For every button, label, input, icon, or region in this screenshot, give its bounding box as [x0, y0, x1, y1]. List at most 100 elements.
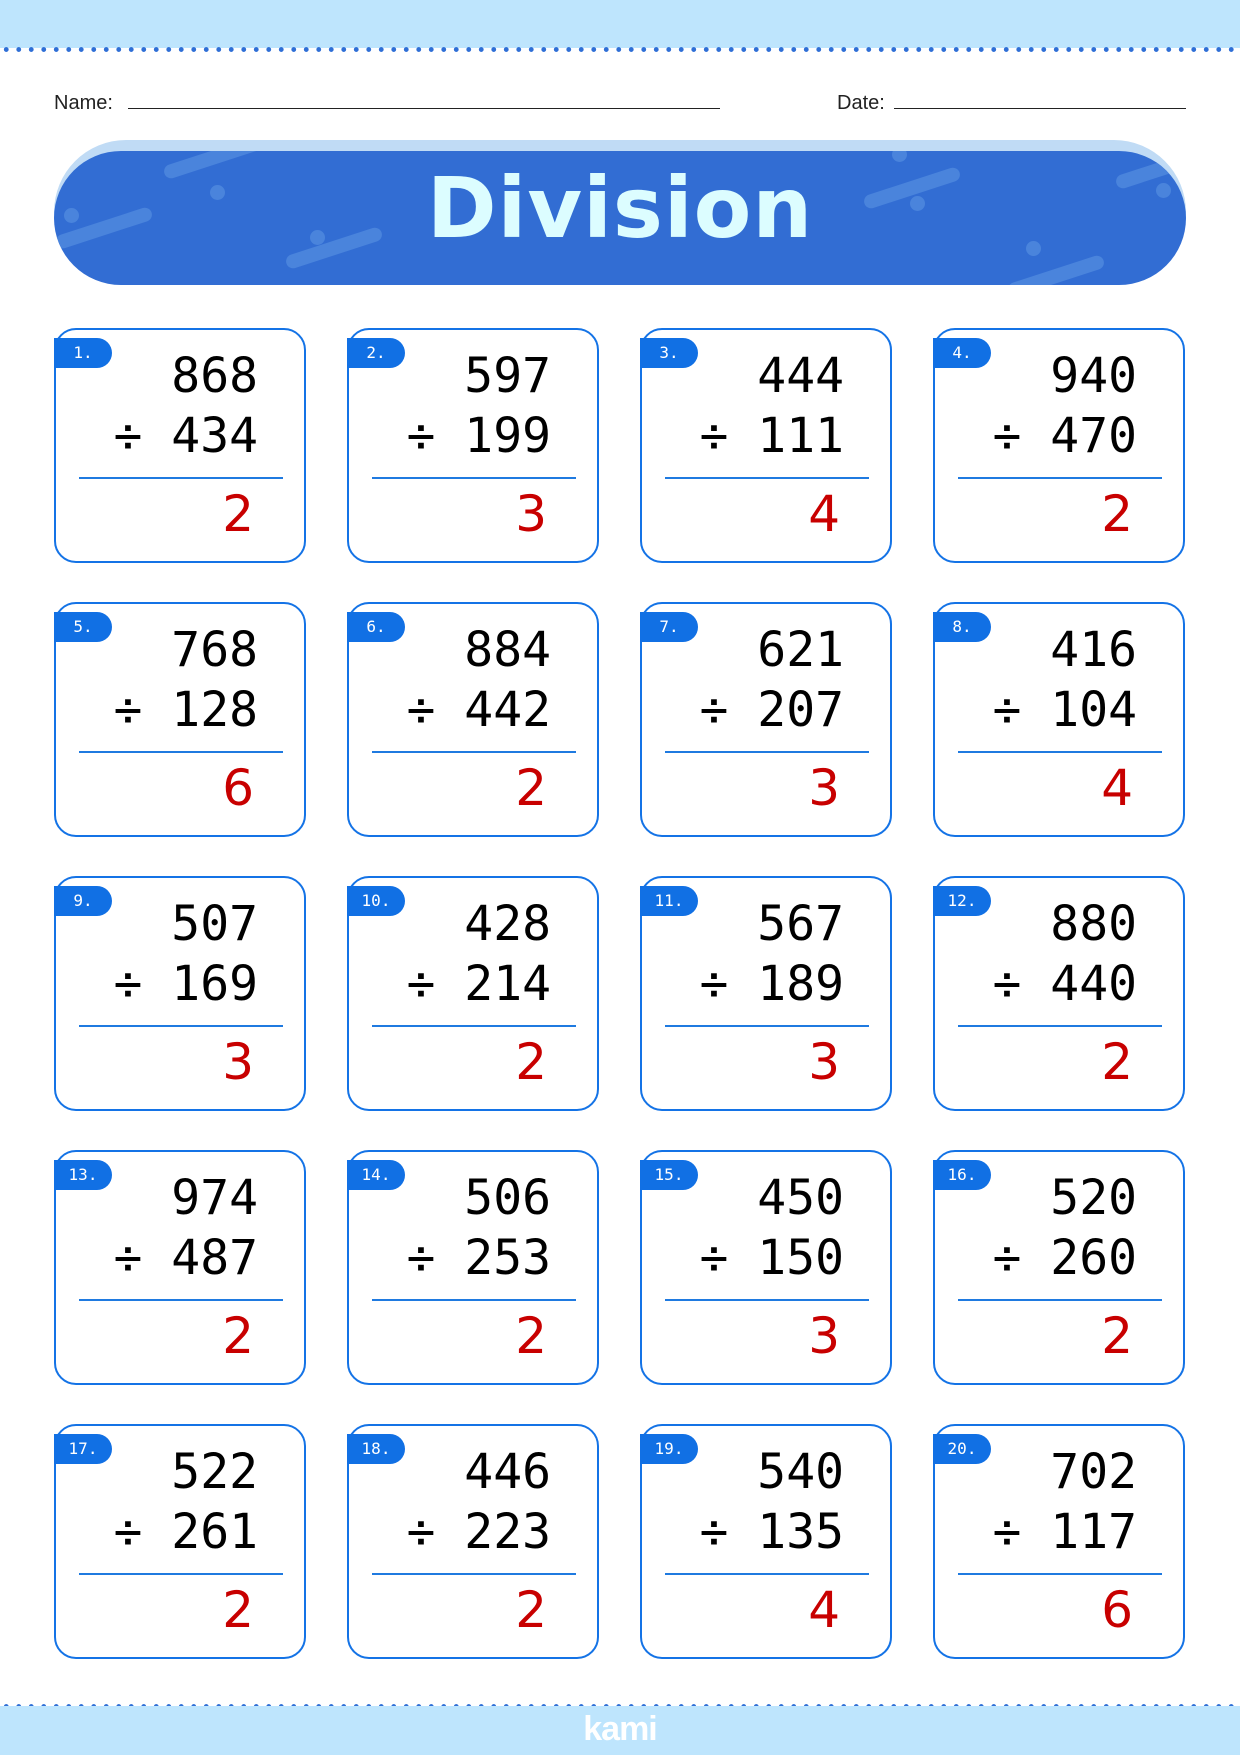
divisor-row: ÷ 260: [992, 1230, 1137, 1286]
divide-operator: ÷: [113, 682, 143, 738]
divisor: 111: [757, 408, 844, 464]
divisor: 223: [464, 1504, 551, 1560]
answer: 3: [808, 759, 840, 817]
dividend: 507: [171, 896, 258, 952]
answer: 2: [515, 1581, 547, 1639]
answer-rule: [665, 751, 869, 753]
kami-logo: kami: [583, 1710, 658, 1748]
dividend: 428: [464, 896, 551, 952]
answer-rule: [665, 477, 869, 479]
problem-card: 5. 768 ÷ 128 6: [54, 602, 306, 837]
problem-number-badge: 9.: [54, 886, 112, 916]
problem-card: 17. 522 ÷ 261 2: [54, 1424, 306, 1659]
problem-number-badge: 19.: [640, 1434, 698, 1464]
answer: 2: [222, 1307, 254, 1365]
answer-rule: [665, 1299, 869, 1301]
divisor-row: ÷ 253: [406, 1230, 551, 1286]
answer-rule: [372, 477, 576, 479]
answer-rule: [79, 1025, 283, 1027]
divide-operator: ÷: [113, 1230, 143, 1286]
answer: 2: [515, 1307, 547, 1365]
divisor-row: ÷ 189: [699, 956, 844, 1012]
divide-operator: ÷: [699, 1504, 729, 1560]
divisor: 189: [757, 956, 844, 1012]
problem-number-badge: 17.: [54, 1434, 112, 1464]
answer: 3: [515, 485, 547, 543]
answer-rule: [958, 477, 1162, 479]
name-label: Name:: [54, 92, 113, 114]
divisor-row: ÷ 104: [992, 682, 1137, 738]
divisor: 470: [1050, 408, 1137, 464]
divisor: 261: [171, 1504, 258, 1560]
answer-rule: [372, 1573, 576, 1575]
dividend: 880: [1050, 896, 1137, 952]
divisor: 169: [171, 956, 258, 1012]
dividend: 884: [464, 622, 551, 678]
divisor-row: ÷ 261: [113, 1504, 258, 1560]
divide-operator: ÷: [992, 1230, 1022, 1286]
problem-number-badge: 20.: [933, 1434, 991, 1464]
answer-rule: [372, 1025, 576, 1027]
problem-number-badge: 11.: [640, 886, 698, 916]
divisor: 434: [171, 408, 258, 464]
dividend: 768: [171, 622, 258, 678]
dividend: 868: [171, 348, 258, 404]
divisor-row: ÷ 470: [992, 408, 1137, 464]
problem-card: 11. 567 ÷ 189 3: [640, 876, 892, 1111]
decoration: [1026, 241, 1041, 256]
dividend: 940: [1050, 348, 1137, 404]
divide-operator: ÷: [699, 956, 729, 1012]
answer-rule: [958, 1025, 1162, 1027]
divisor: 135: [757, 1504, 844, 1560]
problem-number-badge: 10.: [347, 886, 405, 916]
dividend: 522: [171, 1444, 258, 1500]
top-dotted-border: [0, 47, 1240, 52]
dividend: 974: [171, 1170, 258, 1226]
decoration: [910, 196, 925, 211]
page-title: Division: [426, 159, 814, 257]
divide-operator: ÷: [113, 956, 143, 1012]
dividend: 540: [757, 1444, 844, 1500]
answer-rule: [79, 1299, 283, 1301]
divisor-row: ÷ 214: [406, 956, 551, 1012]
answer: 2: [222, 485, 254, 543]
problem-card: 15. 450 ÷ 150 3: [640, 1150, 892, 1385]
problem-card: 18. 446 ÷ 223 2: [347, 1424, 599, 1659]
problem-card: 13. 974 ÷ 487 2: [54, 1150, 306, 1385]
decoration: [64, 208, 79, 223]
divisor-row: ÷ 199: [406, 408, 551, 464]
problem-card: 1. 868 ÷ 434 2: [54, 328, 306, 563]
answer: 2: [1101, 1033, 1133, 1091]
problem-card: 2. 597 ÷ 199 3: [347, 328, 599, 563]
decoration: [892, 151, 907, 162]
decoration: [210, 185, 225, 200]
date-line: [894, 108, 1186, 109]
dividend: 446: [464, 1444, 551, 1500]
dividend: 520: [1050, 1170, 1137, 1226]
problem-number-badge: 6.: [347, 612, 405, 642]
problem-number-badge: 2.: [347, 338, 405, 368]
divide-operator: ÷: [406, 682, 436, 738]
divisor: 207: [757, 682, 844, 738]
problem-number-badge: 3.: [640, 338, 698, 368]
answer: 6: [222, 759, 254, 817]
name-field[interactable]: Name:: [54, 92, 720, 115]
bottom-band: [0, 1706, 1240, 1755]
dividend: 444: [757, 348, 844, 404]
date-field[interactable]: Date:: [837, 92, 1186, 115]
answer-rule: [79, 477, 283, 479]
divide-operator: ÷: [406, 1504, 436, 1560]
divisor: 128: [171, 682, 258, 738]
divisor-row: ÷ 135: [699, 1504, 844, 1560]
answer: 3: [808, 1307, 840, 1365]
divide-operator: ÷: [992, 956, 1022, 1012]
divide-operator: ÷: [113, 408, 143, 464]
problem-card: 16. 520 ÷ 260 2: [933, 1150, 1185, 1385]
problem-number-badge: 16.: [933, 1160, 991, 1190]
problem-number-badge: 7.: [640, 612, 698, 642]
answer-rule: [958, 751, 1162, 753]
problem-card: 12. 880 ÷ 440 2: [933, 876, 1185, 1111]
divide-operator: ÷: [992, 408, 1022, 464]
answer-rule: [665, 1025, 869, 1027]
answer: 2: [222, 1581, 254, 1639]
